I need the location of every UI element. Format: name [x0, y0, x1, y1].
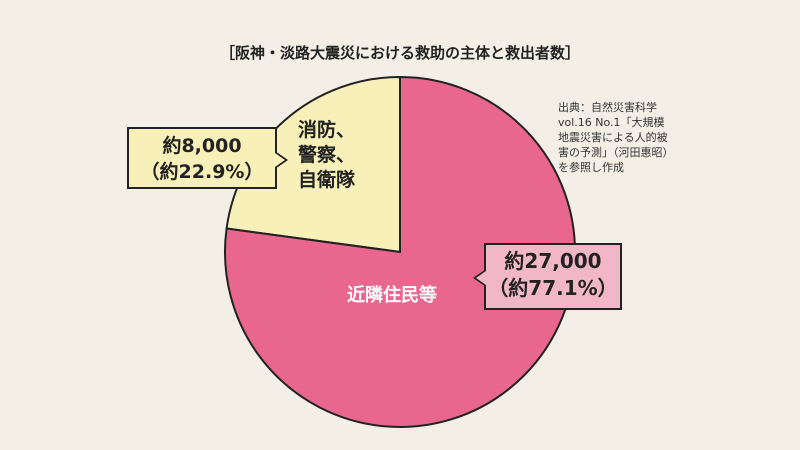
callout-fire-police-sdf: 約8,000 （約22.9%） — [127, 127, 288, 189]
slice-name-neighbors: 近隣住民等 — [347, 285, 437, 306]
source-line: 出典：自然災害科学 — [558, 101, 657, 114]
chart-title: ［阪神・淡路大震災における救助の主体と救出者数］ — [219, 44, 580, 62]
source-line: を参照し作成 — [558, 161, 624, 174]
source-line: 害の予測」（河田惠昭） — [558, 146, 674, 159]
slice-name-line: 消防、 — [298, 119, 356, 141]
value-label-neighbors: 約27,000 — [504, 249, 602, 273]
pie-slice-fire-police-sdf — [225, 75, 401, 254]
slice-name-line: 自衛隊 — [298, 169, 356, 191]
source-line: vol.16 No.1「大規模 — [558, 116, 665, 129]
slice-name-line: 警察、 — [298, 144, 356, 166]
pie-slice-neighbors — [224, 75, 576, 428]
percent-label-fire: （約22.9%） — [140, 161, 264, 183]
percent-label-neighbors: （約77.1%） — [488, 276, 618, 300]
callout-neighbors: 約27,000 （約77.1%） — [473, 243, 622, 310]
source-line: 地震災害による人的被 — [558, 131, 668, 144]
source-note: 出典：自然災害科学 vol.16 No.1「大規模 地震災害による人的被 害の予… — [558, 100, 708, 175]
slice-name-fire-police-sdf: 消防、 警察、 自衛隊 — [298, 118, 355, 193]
value-label-fire: 約8,000 — [162, 135, 242, 157]
